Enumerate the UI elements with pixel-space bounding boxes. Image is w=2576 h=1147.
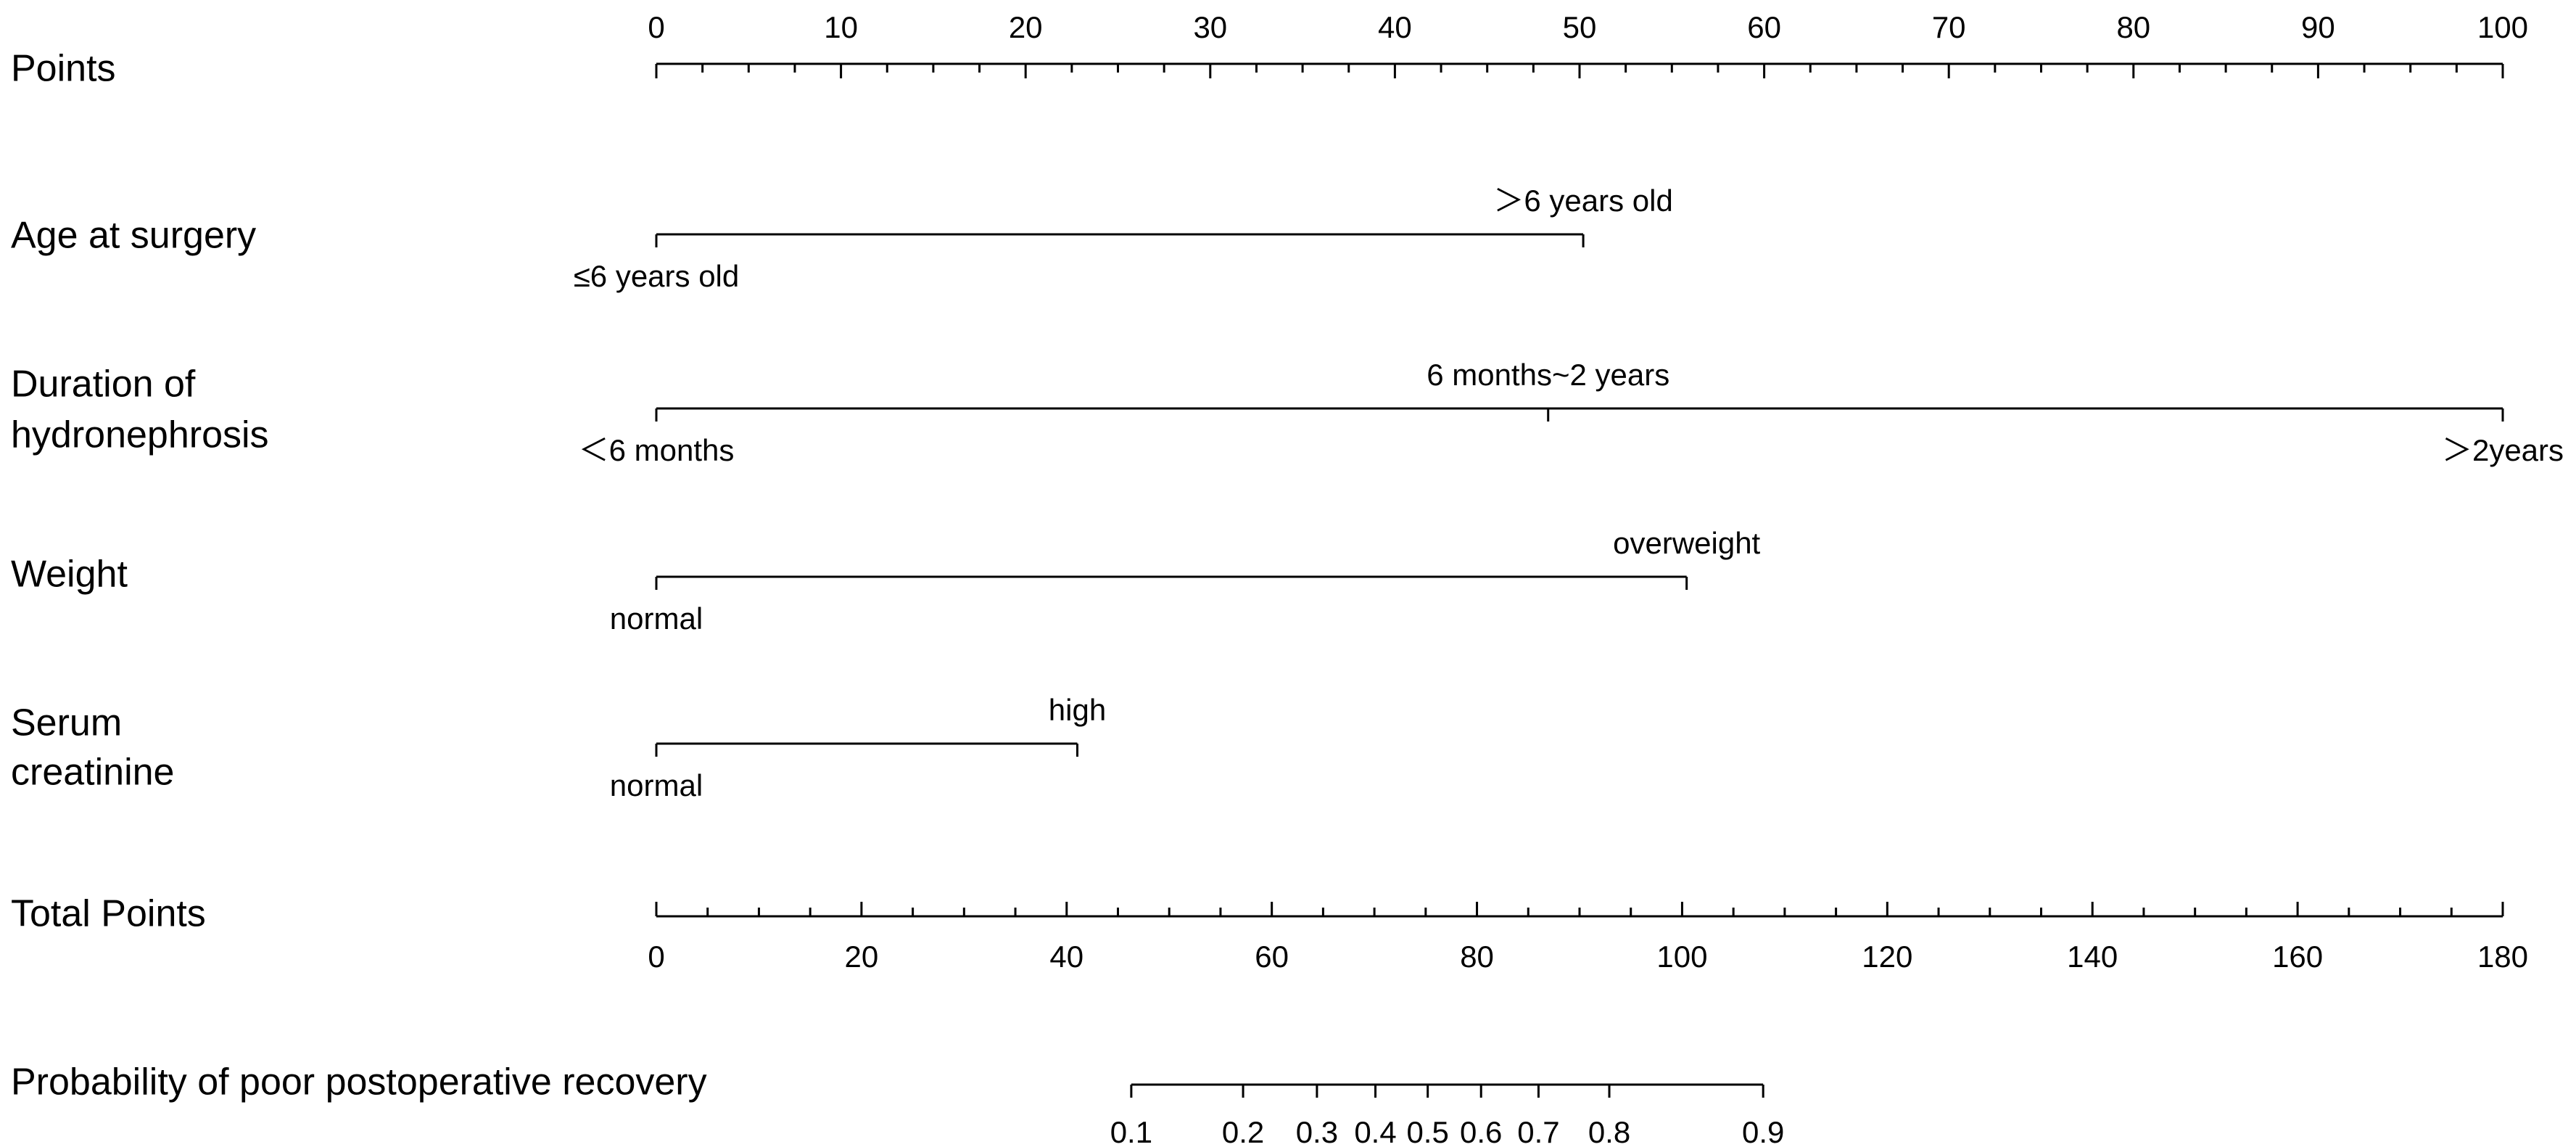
probability-tick-label: 0.1 <box>1110 1115 1152 1147</box>
predictor-label: Serum <box>11 702 122 744</box>
total-tick-label: 40 <box>1049 940 1083 974</box>
predictor-bars: ≤6 years old ＞6 years old ＜6 months 6 month… <box>574 184 2564 802</box>
probability-tick-label: 0.9 <box>1742 1115 1784 1147</box>
predictor-level-label: normal <box>610 768 703 802</box>
probability-tick-label: 0.5 <box>1406 1115 1448 1147</box>
total-points-axis: 0 20 40 60 80 100 120 140 160 180 <box>648 902 2528 974</box>
total-tick-label: 20 <box>845 940 879 974</box>
points-tick-label: 20 <box>1009 10 1043 44</box>
probability-tick-label: 0.6 <box>1460 1115 1502 1147</box>
total-tick-label: 120 <box>1862 940 1912 974</box>
predictor-level-label: normal <box>610 601 703 636</box>
probability-tick-label: 0.2 <box>1222 1115 1264 1147</box>
predictor-label: hydronephrosis <box>11 414 269 456</box>
points-tick-label: 80 <box>2116 10 2150 44</box>
probability-tick-label: 0.8 <box>1588 1115 1630 1147</box>
predictor-label: Duration of <box>11 363 196 406</box>
total-tick-label: 180 <box>2477 940 2528 974</box>
probability-axis: 0.1 0.2 0.3 0.4 0.5 0.6 0.7 0.8 0.9 <box>1110 1083 1784 1147</box>
predictor-level-label: overweight <box>1613 526 1760 560</box>
points-tick-label: 30 <box>1193 10 1227 44</box>
points-tick-label: 70 <box>1932 10 1966 44</box>
predictor-label: Weight <box>11 554 128 596</box>
predictor-level-label: ＞2years <box>2442 433 2564 467</box>
probability-tick-label: 0.4 <box>1354 1115 1396 1147</box>
probability-tick-label: 0.3 <box>1296 1115 1338 1147</box>
total-points-label: Total Points <box>11 893 206 935</box>
total-tick-label: 60 <box>1255 940 1289 974</box>
total-tick-label: 140 <box>2067 940 2118 974</box>
points-tick-label: 40 <box>1378 10 1412 44</box>
points-tick-label: 100 <box>2477 10 2528 44</box>
points-tick-label: 50 <box>1563 10 1597 44</box>
points-tick-label: 90 <box>2301 10 2335 44</box>
predictor-level-label: ＜6 months <box>579 433 735 467</box>
total-tick-label: 100 <box>1656 940 1707 974</box>
predictor-label: Age at surgery <box>11 215 256 257</box>
predictor-level-label: ≤6 years old <box>574 259 740 293</box>
total-tick-label: 0 <box>648 940 664 974</box>
points-axis-label: Points <box>11 48 116 90</box>
points-tick-label: 0 <box>648 10 664 44</box>
points-tick-label: 60 <box>1747 10 1781 44</box>
probability-tick-label: 0.7 <box>1517 1115 1559 1147</box>
total-tick-label: 160 <box>2272 940 2323 974</box>
predictor-level-label: ＞6 years old <box>1493 184 1672 218</box>
predictor-label: creatinine <box>11 752 174 794</box>
total-tick-label: 80 <box>1460 940 1494 974</box>
row-labels: Points Age at surgery Duration of hydroneph… <box>11 48 707 1103</box>
points-axis: 0 10 20 30 40 50 60 70 80 90 100 <box>648 10 2528 78</box>
predictor-level-label: 6 months~2 years <box>1427 358 1669 392</box>
probability-axis-label: Probability of poor postoperative recove… <box>11 1061 707 1103</box>
points-tick-label: 10 <box>824 10 858 44</box>
predictor-level-label: high <box>1049 693 1106 727</box>
